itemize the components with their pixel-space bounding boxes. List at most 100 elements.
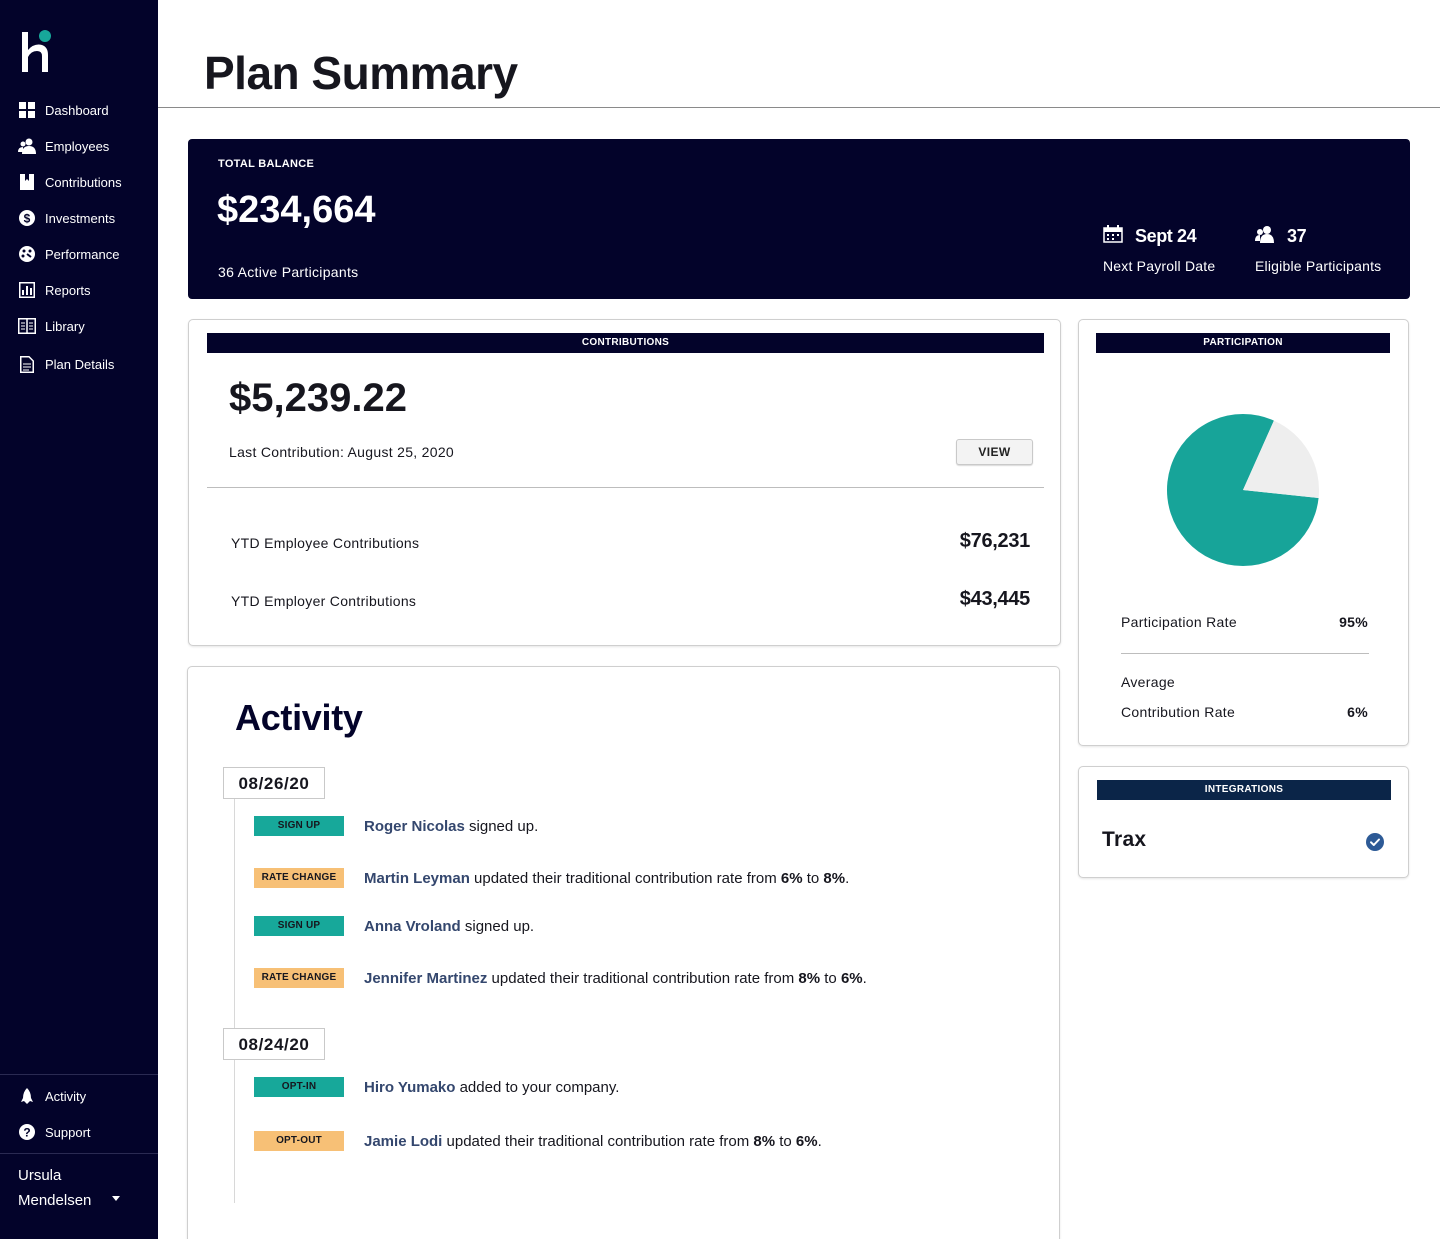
total-balance-card: TOTAL BALANCE $234,664 36 Active Partici… xyxy=(188,139,1410,299)
activity-tag: RATE CHANGE xyxy=(254,968,344,988)
performance-icon xyxy=(18,245,36,263)
sidebar-item-label: Performance xyxy=(45,246,120,262)
activity-tag: SIGN UP xyxy=(254,916,344,936)
participation-rate-value: 95% xyxy=(1339,614,1368,630)
participation-rate-label: Participation Rate xyxy=(1121,614,1237,630)
sidebar-item-label: Dashboard xyxy=(45,102,109,118)
sidebar-item-label: Contributions xyxy=(45,174,122,190)
participation-pie-chart xyxy=(1167,414,1319,566)
view-button[interactable]: VIEW xyxy=(956,439,1033,465)
activity-date: 08/26/20 xyxy=(223,767,325,799)
average-contribution-rate-value: 6% xyxy=(1347,704,1368,720)
dashboard-icon xyxy=(18,101,36,119)
sidebar-item-label: Plan Details xyxy=(45,356,115,372)
ytd-employer-label: YTD Employer Contributions xyxy=(231,593,417,609)
help-icon: ? xyxy=(18,1123,36,1141)
check-circle-icon xyxy=(1366,833,1384,851)
svg-text:$: $ xyxy=(24,212,31,226)
library-icon xyxy=(18,317,36,335)
dollar-icon: $ xyxy=(18,209,36,227)
sidebar-divider xyxy=(0,1074,158,1075)
activity-text: Jennifer Martinez updated their traditio… xyxy=(364,969,867,987)
calendar-icon xyxy=(1103,225,1123,248)
sidebar-item-investments[interactable]: $ Investments xyxy=(0,204,158,232)
sidebar-divider xyxy=(0,1153,158,1154)
participant-link[interactable]: Jamie Lodi xyxy=(364,1132,443,1150)
integration-name: Trax xyxy=(1102,828,1147,851)
last-contribution: Last Contribution: August 25, 2020 xyxy=(229,444,455,460)
activity-item: OPT-IN Hiro Yumako added to your company… xyxy=(254,1076,619,1098)
next-payroll-value: Sept 24 xyxy=(1135,226,1197,246)
active-participants: 36 Active Participants xyxy=(218,264,359,280)
total-balance-amount: $234,664 xyxy=(217,189,376,231)
activity-card: Activity 08/26/20 SIGN UP Roger Nicolas … xyxy=(187,666,1060,1239)
sidebar-item-performance[interactable]: Performance xyxy=(0,240,158,268)
timeline-line xyxy=(234,783,235,1203)
integrations-card: INTEGRATIONS Trax xyxy=(1078,766,1409,878)
activity-item: OPT-OUT Jamie Lodi updated their traditi… xyxy=(254,1130,822,1152)
sidebar-item-plan-details[interactable]: Plan Details xyxy=(0,350,158,378)
eligible-participants-caption: Eligible Participants xyxy=(1255,258,1382,274)
sidebar-item-reports[interactable]: Reports xyxy=(0,276,158,304)
user-last-name: Mendelsen xyxy=(18,1192,92,1209)
eligible-participants-value: 37 xyxy=(1287,226,1307,246)
activity-item: SIGN UP Roger Nicolas signed up. xyxy=(254,815,538,837)
integrations-header: INTEGRATIONS xyxy=(1097,780,1391,800)
activity-tag: SIGN UP xyxy=(254,816,344,836)
contributions-card: CONTRIBUTIONS $5,239.22 Last Contributio… xyxy=(188,319,1061,646)
sidebar-item-employees[interactable]: Employees xyxy=(0,132,158,160)
contributions-icon xyxy=(18,173,36,191)
pie-slice-other xyxy=(1243,420,1319,498)
sidebar-item-dashboard[interactable]: Dashboard xyxy=(0,96,158,124)
ytd-employer-value: $43,445 xyxy=(959,588,1031,610)
activity-item: SIGN UP Anna Vroland signed up. xyxy=(254,915,534,937)
activity-text: Hiro Yumako added to your company. xyxy=(364,1078,620,1096)
employees-icon xyxy=(18,137,36,155)
sidebar-item-activity[interactable]: Activity xyxy=(0,1082,158,1110)
sidebar: Dashboard Employees Contributions $ Inve… xyxy=(0,0,158,1239)
next-payroll-caption: Next Payroll Date xyxy=(1103,258,1216,274)
ytd-employee-label: YTD Employee Contributions xyxy=(231,535,420,551)
activity-text: Martin Leyman updated their traditional … xyxy=(364,869,850,887)
sidebar-item-label: Library xyxy=(45,318,85,334)
brand-logo[interactable] xyxy=(20,28,56,76)
ytd-employee-value: $76,231 xyxy=(959,530,1031,552)
participant-link[interactable]: Anna Vroland xyxy=(364,917,461,935)
pie-slice-participating xyxy=(1167,414,1319,566)
people-icon xyxy=(1255,225,1275,248)
rocket-icon xyxy=(18,1087,36,1105)
contributions-amount: $5,239.22 xyxy=(229,376,407,420)
user-first-name: Ursula xyxy=(18,1167,62,1184)
activity-item: RATE CHANGE Jennifer Martinez updated th… xyxy=(254,967,867,989)
activity-tag: OPT-IN xyxy=(254,1077,344,1097)
sidebar-item-label: Activity xyxy=(45,1088,87,1104)
participation-card: PARTICIPATION Participation Rate 95% Ave… xyxy=(1078,319,1409,746)
activity-date: 08/24/20 xyxy=(223,1028,325,1060)
sidebar-item-label: Employees xyxy=(45,138,110,154)
activity-text: Roger Nicolas signed up. xyxy=(364,817,539,835)
svg-text:?: ? xyxy=(23,1126,30,1140)
participant-link[interactable]: Roger Nicolas xyxy=(364,817,465,835)
sidebar-item-label: Reports xyxy=(45,282,91,298)
user-menu[interactable]: Ursula Mendelsen xyxy=(18,1163,128,1213)
participant-link[interactable]: Jennifer Martinez xyxy=(364,969,488,987)
activity-text: Anna Vroland signed up. xyxy=(364,917,535,935)
participant-link[interactable]: Hiro Yumako xyxy=(364,1078,456,1096)
sidebar-item-label: Support xyxy=(45,1124,91,1140)
next-payroll-stat: Sept 24 Next Payroll Date xyxy=(1103,225,1215,274)
contributions-header: CONTRIBUTIONS xyxy=(207,333,1044,353)
sidebar-item-contributions[interactable]: Contributions xyxy=(0,168,158,196)
eligible-participants-stat: 37 Eligible Participants xyxy=(1255,225,1381,274)
page-title: Plan Summary xyxy=(204,47,518,99)
activity-title: Activity xyxy=(235,697,363,738)
reports-icon xyxy=(18,281,36,299)
sidebar-item-support[interactable]: ? Support xyxy=(0,1118,158,1146)
participation-divider xyxy=(1121,653,1369,654)
activity-tag: OPT-OUT xyxy=(254,1131,344,1151)
sidebar-item-label: Investments xyxy=(45,210,116,226)
participant-link[interactable]: Martin Leyman xyxy=(364,869,470,887)
average-label: Average xyxy=(1121,674,1175,690)
activity-text: Jamie Lodi updated their traditional con… xyxy=(364,1132,822,1150)
sidebar-item-library[interactable]: Library xyxy=(0,312,158,340)
chevron-down-icon[interactable] xyxy=(112,1196,120,1201)
